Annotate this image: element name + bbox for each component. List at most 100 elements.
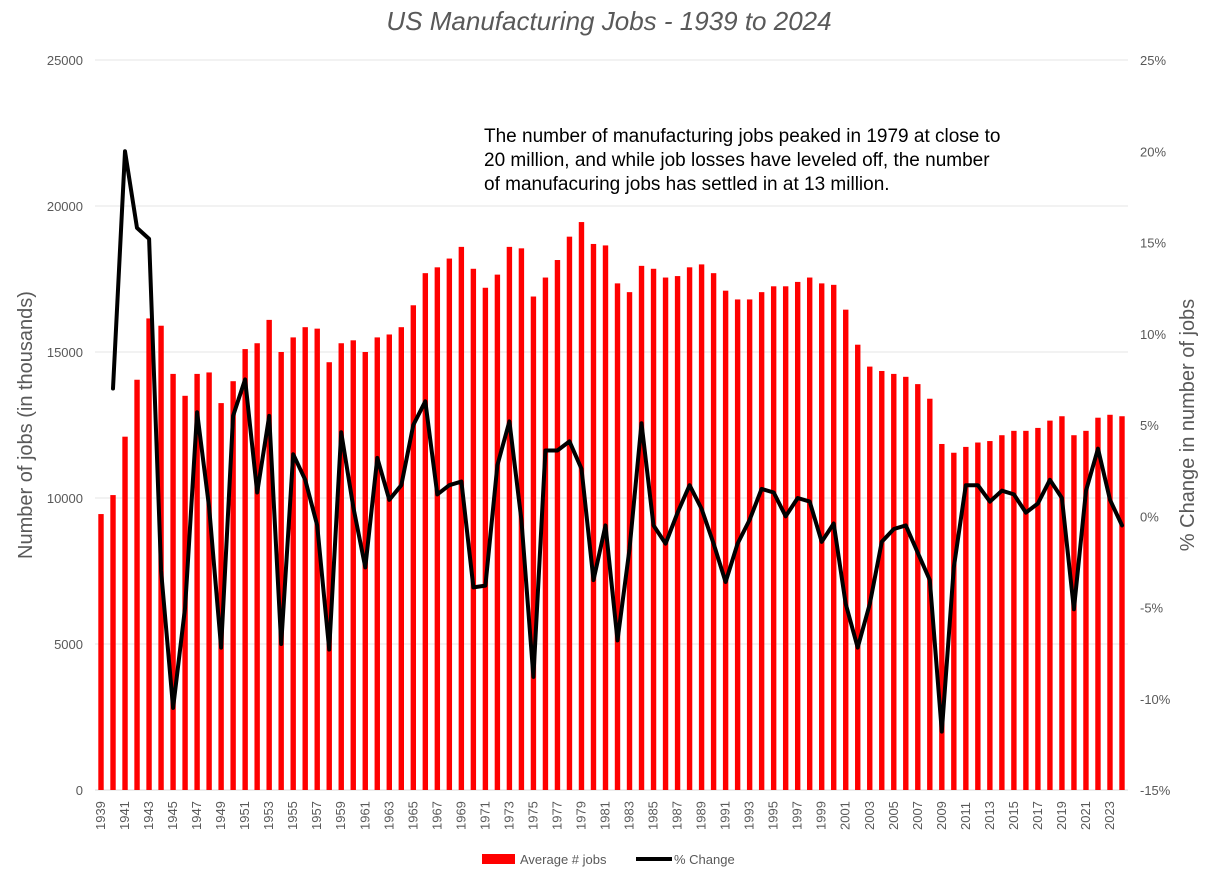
x-tick-label: 1953 [261,801,276,830]
bar [1059,416,1065,790]
bar [446,258,453,790]
legend-label-bars: Average # jobs [520,852,607,867]
y2-tick-label: -5% [1140,601,1164,616]
x-tick-label: 2019 [1054,801,1069,830]
bar [194,373,200,790]
bar [434,267,441,790]
x-tick-label: 1949 [213,801,228,830]
x-tick-label: 1995 [766,801,781,830]
x-tick-label: 1951 [237,801,252,830]
y2-tick-label: -15% [1140,783,1171,798]
bar [1119,416,1125,790]
bar [855,344,861,790]
bar [903,376,909,790]
x-axis-ticks: 1939 1941 1943 1945 1947 1949 1951 1953 1955 1957… [93,801,1117,830]
x-tick-label: 1955 [285,801,300,830]
x-tick-label: 1991 [718,801,733,830]
bar [650,268,657,790]
bar [302,327,308,790]
y-tick-label: 15000 [47,345,83,360]
bar [782,286,789,790]
x-tick-label: 1979 [573,801,588,830]
bar [374,337,380,790]
x-tick-label: 1941 [117,801,132,830]
x-tick-label: 1975 [525,801,540,830]
bar [915,384,921,790]
x-tick-label: 1981 [597,801,612,830]
y-axis-right-label: % Change in number of jobs [1177,299,1199,551]
bar [314,328,320,790]
legend-label-line: % Change [674,852,735,867]
bar [867,366,873,790]
bar [951,452,957,790]
bar [542,277,549,790]
x-tick-label: 1987 [670,801,685,830]
bar [674,276,681,791]
x-tick-label: 1983 [622,801,637,830]
x-tick-label: 1999 [814,801,829,830]
x-tick-label: 2013 [982,801,997,830]
y2-tick-label: -10% [1140,692,1171,707]
bar [698,264,705,790]
x-tick-label: 1989 [694,801,709,830]
x-tick-label: 2001 [838,801,853,830]
y-tick-label: 0 [76,783,83,798]
bar [230,381,236,790]
bar [422,273,429,790]
annotation: The number of manufacturing jobs peaked … [484,126,1001,195]
bar [494,274,501,790]
x-tick-label: 1939 [93,801,108,830]
y2-tick-label: 15% [1140,236,1166,251]
y-tick-label: 5000 [54,637,83,652]
y-axis-left-label: Number of jobs (in thousands) [15,291,37,559]
bar [530,296,537,790]
bar [134,379,140,790]
chart-title: US Manufacturing Jobs - 1939 to 2024 [386,6,831,36]
bar [482,287,489,790]
bar [458,246,465,790]
bar [638,265,645,790]
bar [110,495,116,790]
bar [206,372,212,790]
bar [831,284,837,790]
x-tick-label: 1985 [646,801,661,830]
annotation-line-3: of manufacuring jobs has settled in at 1… [484,174,890,195]
x-tick-label: 1957 [309,801,324,830]
y2-tick-label: 0% [1140,509,1159,524]
bar [843,309,849,790]
y2-tick-label: 10% [1140,327,1166,342]
bar [770,286,777,790]
legend: Average # jobs % Change [482,852,735,867]
bar [554,260,561,790]
x-tick-label: 1965 [405,801,420,830]
bar [290,337,296,790]
bar [975,442,981,790]
bar [362,352,368,790]
x-tick-label: 2005 [886,801,901,830]
x-tick-label: 1947 [189,801,204,830]
y-axis-left-ticks: 0 5000 10000 15000 20000 25000 [47,53,83,798]
bar [506,246,513,790]
bar [1107,414,1113,790]
bar [602,245,609,791]
bar [254,343,260,790]
x-tick-label: 1967 [429,801,444,830]
bar [278,352,284,790]
x-tick-label: 1961 [357,801,372,830]
bar [987,441,993,790]
y2-tick-label: 25% [1140,53,1166,68]
bar [686,267,693,790]
x-tick-label: 1971 [477,801,492,830]
bar [218,403,224,790]
x-tick-label: 2011 [958,802,973,830]
bar [794,281,801,790]
x-tick-label: 1973 [501,801,516,830]
bar [1071,435,1077,790]
bar-series-average-jobs [98,222,1125,791]
x-tick-label: 2009 [934,801,949,830]
bar [963,446,969,790]
y-tick-label: 10000 [47,491,83,506]
x-tick-label: 1963 [381,801,396,830]
bar [266,319,272,790]
